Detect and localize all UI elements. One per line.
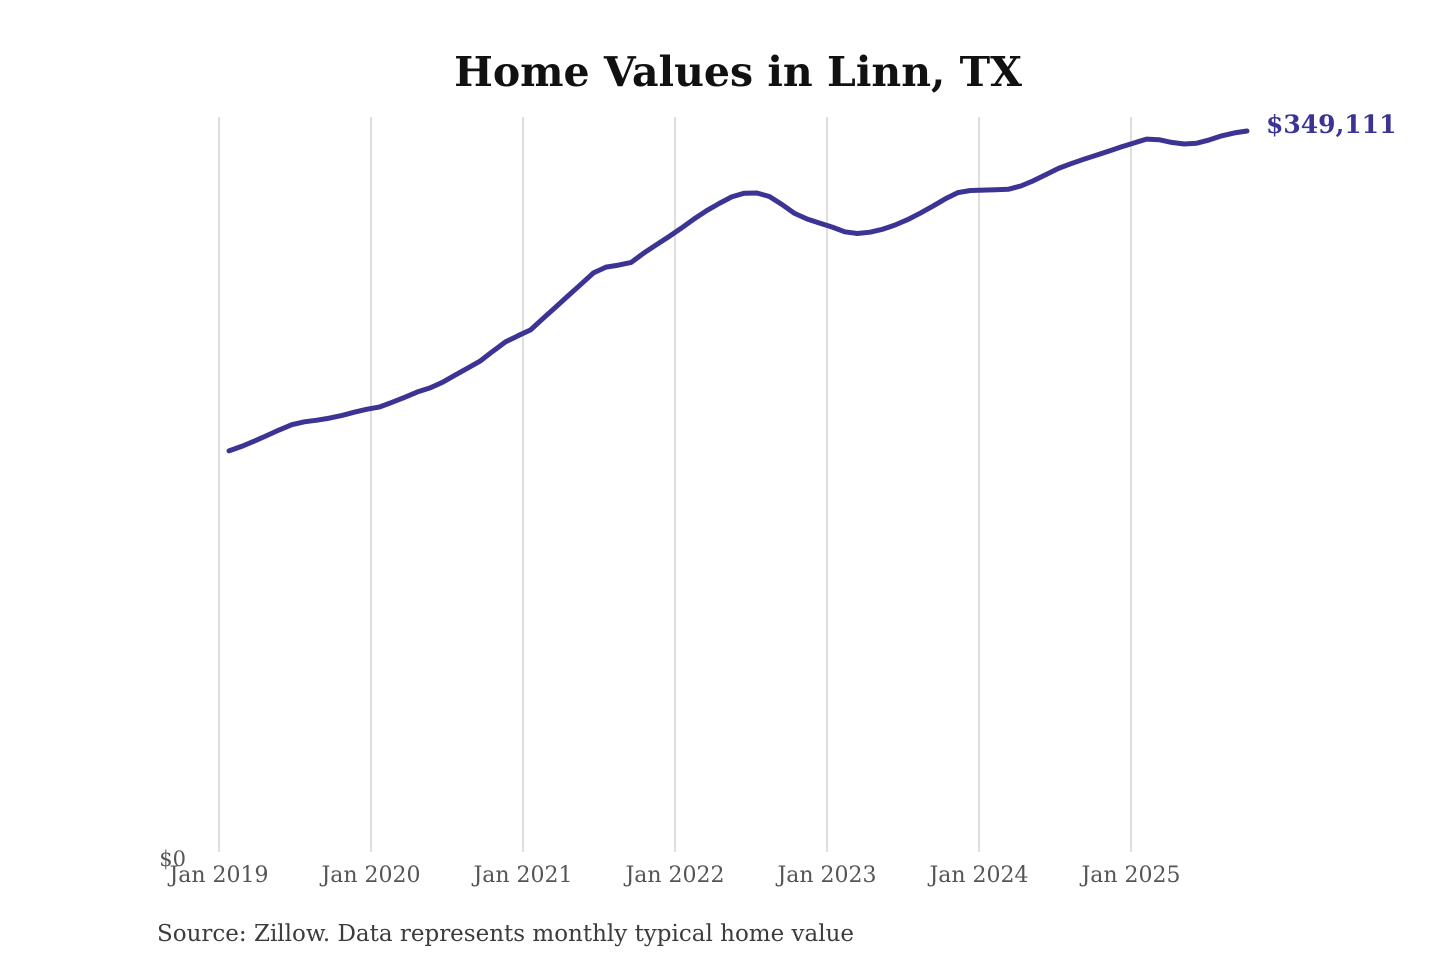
source-note: Source: Zillow. Data represents monthly … [157, 921, 854, 947]
x-tick-label: Jan 2022 [623, 863, 724, 888]
x-tick-label: Jan 2023 [775, 863, 876, 888]
x-tick-label: Jan 2019 [167, 863, 268, 888]
x-tick-label: Jan 2024 [927, 863, 1028, 888]
x-tick-label: Jan 2025 [1079, 863, 1180, 888]
home-value-line [226, 128, 1250, 454]
chart-title: Home Values in Linn, TX [454, 48, 1022, 96]
x-tick-label: Jan 2021 [471, 863, 572, 888]
y-zero-label: $0 [159, 847, 186, 871]
end-value-label: $349,111 [1266, 110, 1396, 139]
x-tick-label: Jan 2020 [319, 863, 420, 888]
year-gridlines-group: Jan 2019 Jan 2020 Jan 2021 Jan 2022 Jan 2023… [167, 117, 1181, 888]
